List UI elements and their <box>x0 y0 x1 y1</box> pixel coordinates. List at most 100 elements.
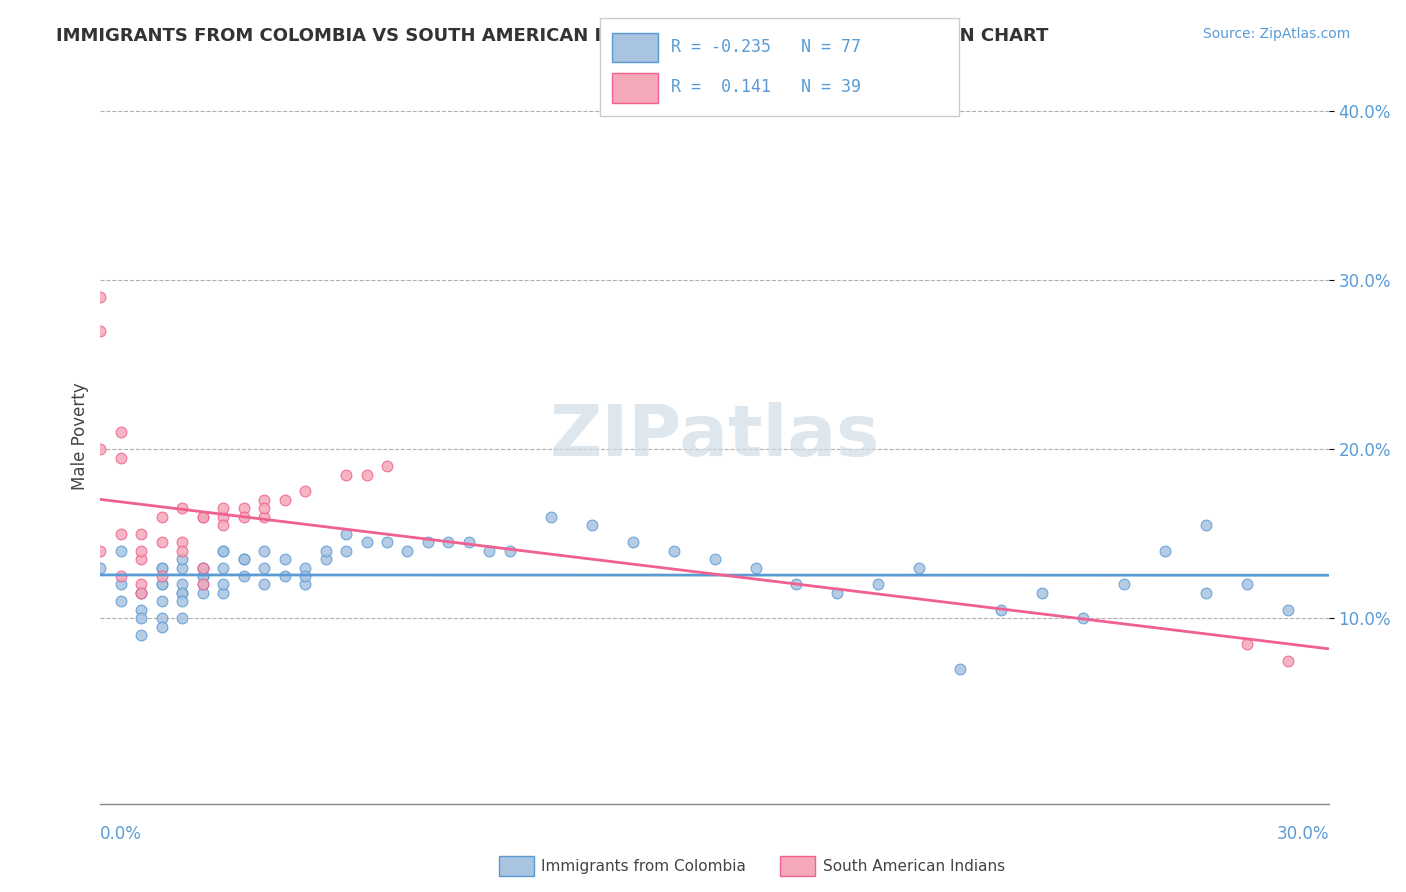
Point <box>191 509 214 524</box>
Point <box>540 509 562 524</box>
Point <box>232 552 254 566</box>
Point <box>356 467 378 482</box>
Point <box>827 586 849 600</box>
Point <box>172 577 194 591</box>
Point <box>172 586 194 600</box>
Point <box>457 535 479 549</box>
Point <box>129 577 152 591</box>
Text: Immigrants from Colombia: Immigrants from Colombia <box>541 859 747 873</box>
Point <box>253 492 276 507</box>
Point <box>232 552 254 566</box>
Point <box>110 526 132 541</box>
Point <box>150 620 173 634</box>
Point <box>232 509 254 524</box>
Point <box>150 577 173 591</box>
Point <box>129 586 152 600</box>
Point <box>150 509 173 524</box>
Point <box>129 543 152 558</box>
Point <box>150 569 173 583</box>
Point <box>621 535 644 549</box>
Point <box>110 594 132 608</box>
Point <box>129 526 152 541</box>
Point <box>150 535 173 549</box>
Point <box>356 535 378 549</box>
Point <box>110 543 132 558</box>
Point <box>191 509 214 524</box>
Point <box>150 594 173 608</box>
Point <box>1195 518 1218 533</box>
Point <box>172 535 194 549</box>
Point <box>212 518 235 533</box>
Point <box>129 586 152 600</box>
Point <box>129 628 152 642</box>
Point <box>172 586 194 600</box>
Point <box>335 467 357 482</box>
Point <box>212 543 235 558</box>
Point <box>212 586 235 600</box>
Text: IMMIGRANTS FROM COLOMBIA VS SOUTH AMERICAN INDIAN MALE POVERTY CORRELATION CHART: IMMIGRANTS FROM COLOMBIA VS SOUTH AMERIC… <box>56 27 1049 45</box>
Point <box>478 543 501 558</box>
Point <box>437 535 460 549</box>
Point <box>212 509 235 524</box>
Point <box>89 543 111 558</box>
Point <box>1277 654 1299 668</box>
Point <box>191 577 214 591</box>
Point <box>868 577 890 591</box>
Point <box>315 543 337 558</box>
Text: 30.0%: 30.0% <box>1277 825 1329 843</box>
Point <box>172 594 194 608</box>
Point <box>150 611 173 625</box>
Point <box>232 501 254 516</box>
Point <box>294 569 316 583</box>
Point <box>172 560 194 574</box>
Point <box>253 560 276 574</box>
Point <box>375 535 398 549</box>
Point <box>1031 586 1053 600</box>
Point <box>191 569 214 583</box>
Point <box>662 543 685 558</box>
Point <box>581 518 603 533</box>
Point <box>273 552 295 566</box>
Point <box>191 569 214 583</box>
Y-axis label: Male Poverty: Male Poverty <box>72 383 89 491</box>
Point <box>129 611 152 625</box>
Point <box>375 458 398 473</box>
Point <box>110 569 132 583</box>
Point <box>150 577 173 591</box>
Point <box>335 526 357 541</box>
Point <box>253 577 276 591</box>
Point <box>191 560 214 574</box>
Point <box>1071 611 1094 625</box>
Point <box>110 450 132 465</box>
Point <box>990 603 1012 617</box>
Point <box>273 492 295 507</box>
Point <box>703 552 725 566</box>
Point <box>232 569 254 583</box>
Point <box>172 552 194 566</box>
Point <box>1277 603 1299 617</box>
Point <box>499 543 522 558</box>
Point <box>1112 577 1135 591</box>
Point <box>212 560 235 574</box>
Point <box>253 543 276 558</box>
Point <box>150 560 173 574</box>
Point <box>110 425 132 440</box>
Point <box>191 586 214 600</box>
Point <box>335 543 357 558</box>
Point <box>172 543 194 558</box>
Point <box>253 501 276 516</box>
Point <box>1236 637 1258 651</box>
Point <box>294 484 316 499</box>
Point <box>212 501 235 516</box>
Point <box>172 611 194 625</box>
Point <box>191 577 214 591</box>
Point <box>191 560 214 574</box>
Text: ZIPatlas: ZIPatlas <box>550 402 880 471</box>
Point <box>129 586 152 600</box>
Point <box>172 501 194 516</box>
Point <box>110 577 132 591</box>
Point <box>744 560 766 574</box>
Point <box>191 560 214 574</box>
Point <box>949 662 972 676</box>
Text: R = -0.235   N = 77: R = -0.235 N = 77 <box>671 38 860 56</box>
